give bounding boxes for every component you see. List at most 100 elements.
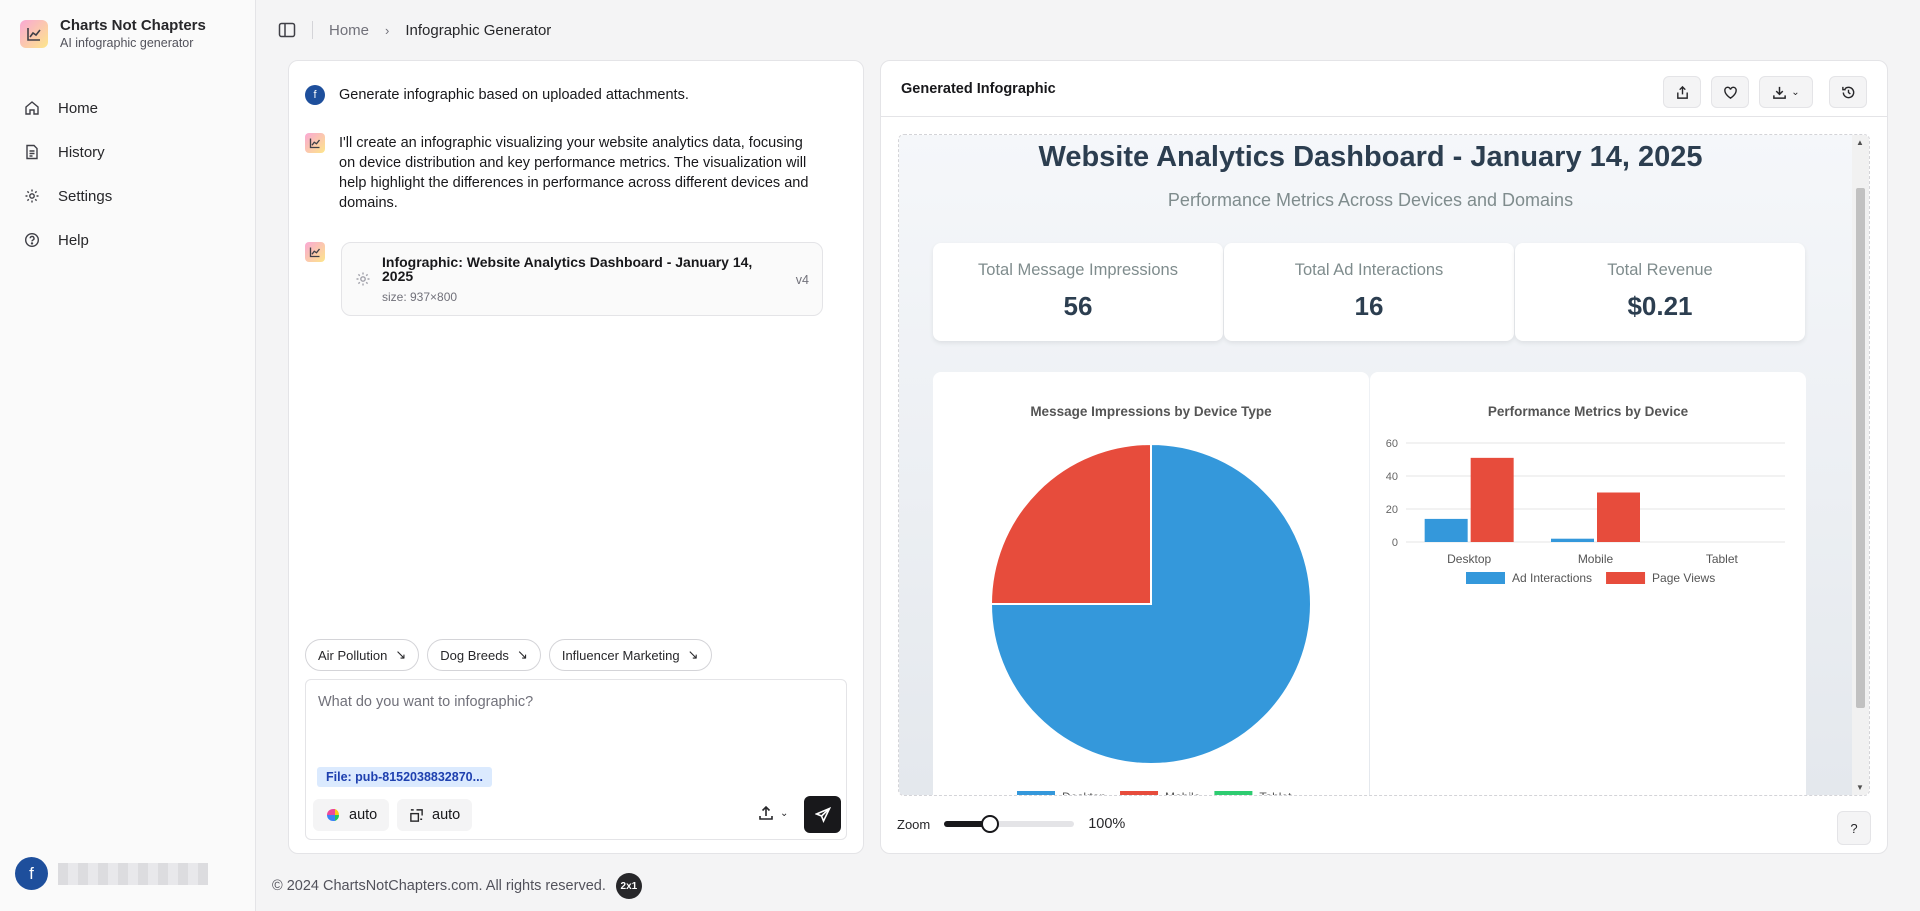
- x-tick-label: Mobile: [1578, 552, 1614, 566]
- sidebar-item-history[interactable]: History: [14, 130, 242, 174]
- app-tagline: AI infographic generator: [60, 36, 194, 50]
- legend-label: Tablet: [1259, 790, 1292, 796]
- y-tick-label: 0: [1392, 537, 1398, 549]
- favorite-button[interactable]: [1711, 76, 1749, 108]
- arrow-down-right-icon: ↘: [516, 647, 528, 662]
- suggestion-chip[interactable]: Air Pollution ↘: [305, 639, 420, 671]
- scroll-thumb[interactable]: [1856, 188, 1865, 708]
- suggestion-chip[interactable]: Influencer Marketing ↘: [548, 639, 712, 671]
- user-name-redacted: [58, 862, 208, 885]
- gear-icon: [356, 272, 370, 286]
- document-icon: [26, 144, 38, 160]
- upload-button[interactable]: ⌄: [758, 805, 788, 821]
- zoom-thumb[interactable]: [980, 815, 999, 833]
- user-message-text: Generate infographic based on uploaded a…: [339, 87, 689, 103]
- chart-logo-icon: [20, 20, 48, 48]
- model-select-button[interactable]: auto: [313, 799, 390, 831]
- scroll-up-icon[interactable]: ▲: [1856, 138, 1864, 147]
- legend-swatch: [1214, 791, 1253, 795]
- copyright: © 2024 ChartsNotChapters.com. All rights…: [272, 878, 606, 894]
- chevron-down-icon: ⌄: [780, 807, 789, 819]
- attached-file-chip[interactable]: File: pub-8152038832870...: [317, 767, 493, 787]
- chart-title: Performance Metrics by Device: [1487, 404, 1689, 419]
- divider: [312, 21, 313, 39]
- bar-chart-card: Performance Metrics by Device 0 20 40 60 Des…: [1370, 372, 1806, 795]
- legend-label: Ad Interactions: [1512, 571, 1592, 585]
- sidebar-item-label: History: [58, 143, 105, 161]
- composer: File: pub-8152038832870... auto auto ⌄: [305, 679, 847, 840]
- scroll-down-icon[interactable]: ▼: [1856, 783, 1864, 792]
- artifact-card[interactable]: Infographic: Website Analytics Dashboard…: [341, 242, 823, 316]
- layout-icon: [410, 808, 423, 822]
- bot-logo-icon: [305, 242, 325, 262]
- send-button[interactable]: [804, 796, 841, 833]
- bar-ad-interactions: [1551, 538, 1594, 542]
- sidebar-nav: Home History Settings Help: [14, 86, 242, 262]
- download-icon: [1773, 86, 1787, 99]
- brand[interactable]: Charts Not Chapters AI infographic gener…: [20, 17, 206, 51]
- avatar: f: [15, 857, 48, 890]
- zoom-fill: [944, 821, 990, 827]
- scrollbar[interactable]: ▲ ▼: [1852, 135, 1869, 795]
- pie-chart-card: Message Impressions by Device Type Deskt…: [933, 372, 1369, 796]
- pie-slice-mobile: [989, 442, 1152, 605]
- sidebar: Charts Not Chapters AI infographic gener…: [0, 0, 256, 911]
- suggestion-label: Air Pollution: [318, 647, 388, 663]
- sidebar-item-settings[interactable]: Settings: [14, 174, 242, 218]
- send-icon: [814, 806, 831, 823]
- kpi-value: 16: [1354, 291, 1384, 321]
- suggestion-chips: Air Pollution ↘ Dog Breeds ↘ Influencer Ma…: [305, 639, 712, 671]
- kpi-value: $0.21: [1627, 291, 1693, 321]
- viewer-header: Generated Infographic ⌄: [881, 61, 1887, 117]
- sidebar-toggle-icon[interactable]: [278, 21, 296, 39]
- model-label: auto: [349, 807, 378, 823]
- layout-select-button[interactable]: auto: [397, 799, 473, 831]
- prompt-input[interactable]: [318, 694, 818, 710]
- infographic: Website Analytics Dashboard - January 14…: [899, 135, 1852, 795]
- palette-icon: [327, 809, 340, 821]
- sidebar-item-help[interactable]: Help: [14, 218, 242, 262]
- artifact-title: Infographic: Website Analytics Dashboard…: [382, 254, 753, 284]
- badge-2x1[interactable]: 2x1: [615, 873, 642, 899]
- artifact-version: v4: [795, 273, 809, 287]
- download-button[interactable]: ⌄: [1759, 76, 1813, 108]
- infographic-title: Website Analytics Dashboard - January 14…: [1038, 141, 1703, 173]
- chart-title: Message Impressions by Device Type: [1030, 404, 1272, 419]
- layout-label: auto: [432, 807, 461, 823]
- suggestion-chip[interactable]: Dog Breeds ↘: [427, 639, 541, 671]
- zoom-slider[interactable]: [944, 815, 1075, 833]
- legend-label: Page Views: [1652, 571, 1715, 585]
- pie-chart: Desktop Mobile Tablet: [989, 442, 1312, 796]
- kpi-card: Total Revenue $0.21: [1515, 243, 1805, 341]
- top-bar: Home › Infographic Generator: [256, 0, 1920, 60]
- kpi-label: Total Message Impressions: [978, 261, 1178, 279]
- bar-page-views: [1597, 492, 1640, 542]
- legend-swatch: [1606, 572, 1646, 584]
- history-icon: [1841, 86, 1854, 98]
- chat-panel: f Generate infographic based on uploaded…: [288, 60, 864, 854]
- footer: © 2024 ChartsNotChapters.com. All rights…: [272, 873, 642, 899]
- kpi-label: Total Ad Interactions: [1294, 261, 1444, 279]
- legend-label: Mobile: [1165, 790, 1201, 796]
- breadcrumb-home[interactable]: Home: [329, 21, 370, 39]
- kpi-label: Total Revenue: [1607, 261, 1713, 279]
- home-icon: [25, 101, 39, 115]
- arrow-down-right-icon: ↘: [395, 647, 407, 662]
- sidebar-item-label: Settings: [58, 187, 113, 205]
- suggestion-label: Influencer Marketing: [561, 647, 680, 663]
- bar-ad-interactions: [1424, 518, 1468, 542]
- share-button[interactable]: [1663, 76, 1701, 108]
- y-tick-label: 40: [1386, 471, 1398, 483]
- heart-icon: [1723, 86, 1737, 99]
- sidebar-item-home[interactable]: Home: [14, 86, 242, 130]
- y-tick-label: 60: [1386, 438, 1398, 450]
- zoom-control: Zoom 100%: [897, 815, 1125, 833]
- bot-artifact-row: [305, 242, 325, 262]
- user-menu[interactable]: f: [15, 857, 208, 890]
- history-button[interactable]: [1829, 76, 1867, 108]
- help-button[interactable]: ?: [1837, 811, 1871, 845]
- legend-swatch: [1120, 791, 1159, 795]
- breadcrumb-current: Infographic Generator: [405, 21, 552, 39]
- legend-swatch: [1017, 791, 1055, 795]
- infographic-subtitle: Performance Metrics Across Devices and D…: [1167, 190, 1574, 210]
